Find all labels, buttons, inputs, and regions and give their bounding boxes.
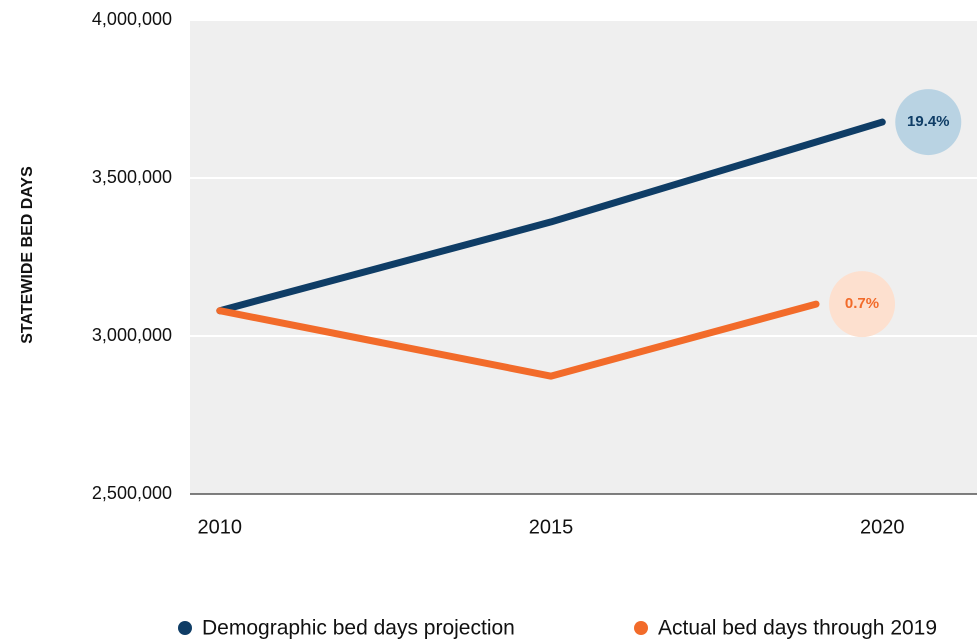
y-tick-label: 4,000,000 (92, 9, 172, 29)
annotation-bubble (895, 89, 962, 156)
plot-background (190, 20, 977, 494)
x-tick-label: 2020 (860, 516, 905, 538)
y-tick-label: 2,500,000 (92, 483, 172, 503)
legend-label: Actual bed days through 2019 (658, 617, 937, 640)
annotation-text: 19.4% (907, 113, 950, 130)
x-tick-label: 2015 (529, 516, 574, 538)
legend-marker (634, 621, 648, 635)
x-tick-label: 2010 (198, 516, 243, 538)
legend-marker (178, 621, 192, 635)
y-tick-label: 3,500,000 (92, 167, 172, 187)
annotation-text: 0.7% (845, 295, 879, 312)
y-tick-label: 3,000,000 (92, 325, 172, 345)
series-line (216, 300, 820, 380)
series-line (216, 118, 886, 315)
annotation-bubble (829, 271, 896, 338)
legend-label: Demographic bed days projection (202, 617, 515, 640)
y-axis-label: STATEWIDE BED DAYS (19, 166, 36, 344)
